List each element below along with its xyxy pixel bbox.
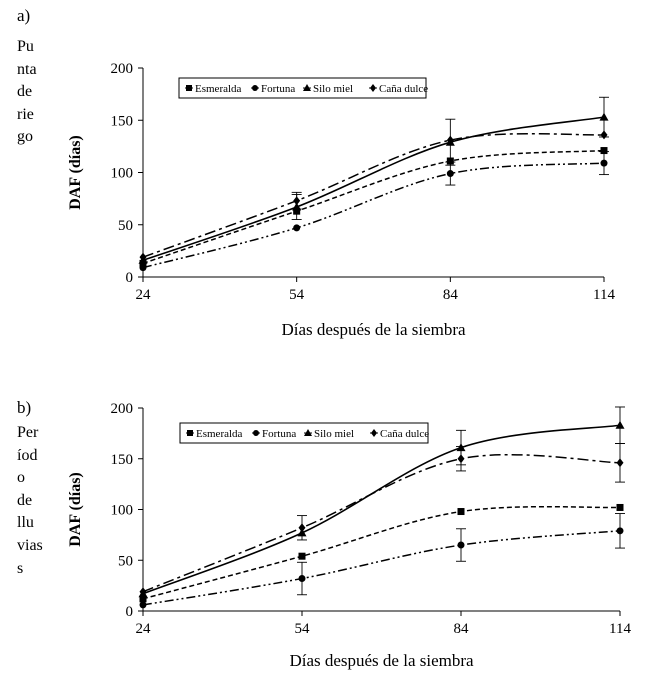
legend-label: Fortuna: [261, 83, 295, 95]
series-ca-a-dulce: [139, 443, 625, 597]
marker-square: [139, 595, 147, 603]
legend: Esmeralda Fortuna Silo miel Caña dulce: [178, 77, 428, 99]
marker-circle: [252, 85, 258, 91]
side-label-line: Per: [17, 424, 39, 441]
x-tick-label: 114: [609, 621, 631, 637]
marker-diamond: [139, 252, 147, 262]
side-label-line: de: [17, 83, 33, 101]
legend-label: Esmeralda: [195, 83, 242, 95]
marker-circle: [616, 527, 624, 535]
y-tick-label: 100: [111, 503, 134, 519]
y-tick-label: 100: [111, 166, 134, 182]
series-esmeralda: [139, 503, 624, 603]
marker-square: [186, 85, 192, 91]
side-label-line: s: [17, 559, 24, 577]
marker-diamond: [457, 454, 465, 464]
marker-square: [187, 430, 193, 436]
marker-circle: [253, 430, 259, 436]
legend-label: Caña dulce: [380, 428, 429, 440]
panel-a-label: a): [17, 6, 31, 25]
marker-triangle: [304, 429, 312, 436]
chart-panel-b: 0 50 100 150 200 24 54 84 114 Días después de la …: [67, 401, 631, 670]
legend: Esmeralda Fortuna Silo miel Caña dulce: [179, 422, 429, 444]
y-tick-label: 0: [126, 270, 134, 286]
legend-label: Esmeralda: [196, 428, 243, 440]
marker-diamond: [298, 523, 306, 533]
marker-diamond: [616, 458, 624, 468]
marker-diamond: [600, 130, 608, 140]
panel-b-side-label: Per íod o de llu vias s: [17, 422, 43, 580]
y-axis-title: DAF (días): [67, 135, 84, 210]
side-label-line: o: [17, 469, 25, 487]
x-axis-title: Días después de la siembra: [289, 651, 474, 670]
legend-box: [178, 77, 427, 99]
marker-circle: [457, 541, 465, 549]
x-tick-label: 24: [136, 621, 152, 637]
marker-diamond: [139, 587, 147, 597]
series-line: [142, 530, 621, 606]
marker-circle: [600, 159, 608, 167]
series-line: [142, 149, 605, 265]
series-fortuna: [139, 513, 625, 609]
side-label-line: de: [17, 491, 33, 509]
marker-triangle: [599, 112, 609, 121]
series-silo-miel: [138, 96, 609, 264]
marker-circle: [293, 224, 301, 232]
legend-label: Silo miel: [313, 83, 353, 95]
y-tick-label: 0: [126, 604, 134, 620]
y-tick-label: 150: [111, 452, 134, 468]
side-label-line: íod: [17, 446, 38, 464]
y-tick-label: 50: [118, 218, 133, 234]
legend-label: Silo miel: [314, 428, 354, 440]
x-tick-label: 84: [443, 287, 459, 303]
marker-diamond: [446, 135, 454, 145]
series-line: [142, 132, 605, 258]
series-line: [142, 162, 605, 269]
series-ca-a-dulce: [139, 130, 608, 262]
marker-circle: [446, 170, 454, 178]
side-label-line: nta: [17, 60, 37, 78]
series-line: [142, 116, 605, 262]
side-label-line: vias: [17, 536, 43, 554]
y-axis-title: DAF (días): [67, 472, 84, 547]
side-label-line: rie: [17, 105, 34, 123]
side-label-line: Pu: [17, 38, 34, 55]
x-tick-label: 54: [295, 621, 311, 637]
x-tick-label: 24: [136, 287, 152, 303]
marker-square: [298, 552, 306, 560]
series-line: [142, 505, 621, 600]
series-line: [142, 453, 621, 593]
legend-label: Fortuna: [262, 428, 296, 440]
marker-triangle: [303, 84, 311, 91]
series-fortuna: [139, 151, 609, 272]
marker-diamond: [293, 196, 301, 206]
marker-circle: [139, 264, 147, 272]
x-axis-title: Días después de la siembra: [281, 320, 466, 339]
series-line: [142, 424, 621, 595]
marker-square: [600, 147, 608, 155]
x-tick-label: 54: [289, 287, 305, 303]
marker-square: [616, 503, 624, 511]
x-tick-label: 114: [593, 287, 615, 303]
panel-a-side-label: Pu nta de rie go: [17, 36, 37, 149]
marker-circle: [139, 601, 147, 609]
marker-square: [457, 508, 465, 516]
side-label-line: llu: [17, 514, 34, 532]
y-tick-label: 200: [111, 61, 134, 77]
x-tick-label: 84: [454, 621, 470, 637]
y-tick-label: 200: [111, 401, 134, 417]
marker-diamond: [370, 84, 376, 92]
y-tick-label: 50: [118, 553, 133, 569]
side-label-line: go: [17, 128, 33, 146]
marker-diamond: [371, 429, 377, 437]
legend-label: Caña dulce: [379, 83, 428, 95]
marker-circle: [298, 575, 306, 583]
y-tick-label: 150: [111, 113, 134, 129]
panel-b-label: b): [17, 398, 32, 417]
marker-triangle: [615, 420, 625, 429]
chart-panel-a: 0 50 100 150 200 24 54 84 114 Días después de la …: [67, 61, 615, 339]
